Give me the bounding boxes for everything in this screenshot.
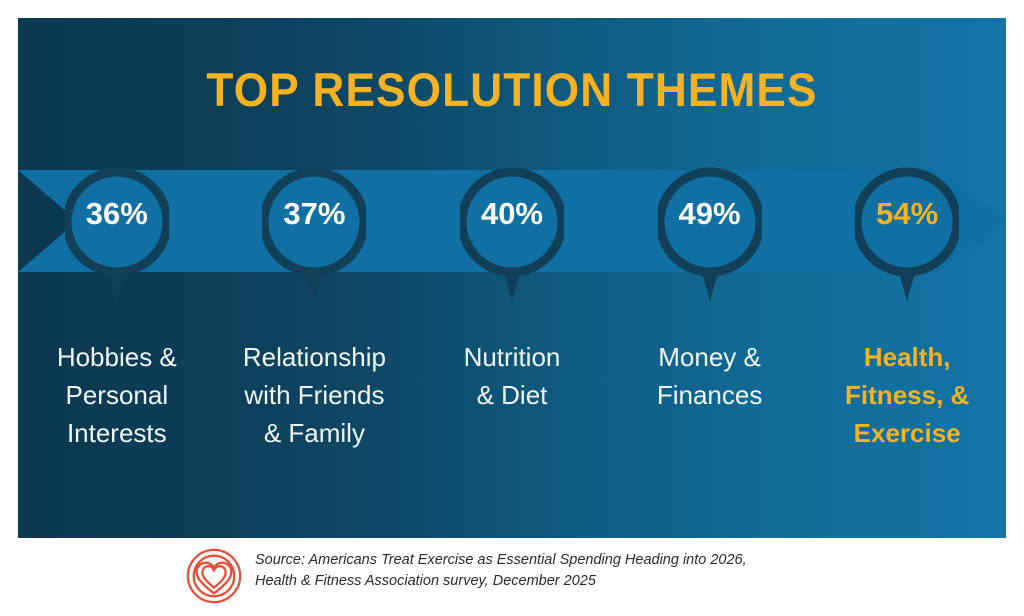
category-label-line: with Friends — [244, 380, 385, 410]
category-label: Hobbies & Personal Interests — [18, 338, 216, 452]
pin-row: 36% 37% 40% 49% 54% — [18, 150, 1006, 310]
category-label: Nutrition & Diet — [413, 338, 611, 452]
category-label-line: Personal — [65, 380, 169, 410]
category-label: Relationship with Friends & Family — [216, 338, 414, 452]
category-label-line: Finances — [656, 380, 763, 410]
category-label-line: Hobbies & — [56, 342, 177, 372]
pin-cell-2: 40% — [413, 150, 611, 310]
pin-cell-4: 54% — [808, 150, 1006, 310]
category-label-line: Fitness, & — [845, 380, 970, 410]
pin-cell-3: 49% — [611, 150, 809, 310]
category-label: Money & Finances — [611, 338, 809, 452]
category-label-line: Health, — [863, 342, 951, 372]
category-label-line: Relationship — [242, 342, 386, 372]
concentric-heart-logo — [185, 547, 243, 605]
category-label-line: Money & — [658, 342, 761, 372]
category-label-line: Exercise — [853, 418, 961, 448]
category-label-line: & Family — [263, 418, 365, 448]
pin-marker-icon: 49% — [657, 160, 762, 308]
pin-marker-icon: 36% — [64, 160, 169, 308]
pin-marker-icon: 54% — [855, 160, 960, 308]
pin-marker-icon: 37% — [262, 160, 367, 308]
pin-cell-0: 36% — [18, 150, 216, 310]
pin-marker-icon: 40% — [459, 160, 564, 308]
label-row: Hobbies & Personal Interests Relationship wi… — [18, 338, 1006, 452]
category-label-line: & Diet — [476, 380, 548, 410]
category-label-line: Nutrition — [463, 342, 561, 372]
category-label-line: Interests — [66, 418, 167, 448]
source-footer: Source: Americans Treat Exercise as Esse… — [18, 546, 1006, 608]
category-label: Health, Fitness, & Exercise — [808, 338, 1006, 452]
source-line-1: Source: Americans Treat Exercise as Esse… — [255, 552, 747, 568]
source-line-2: Health & Fitness Association survey, Dec… — [255, 573, 596, 589]
page-title: TOP RESOLUTION THEMES — [206, 63, 818, 116]
source-citation: Source: Americans Treat Exercise as Esse… — [255, 550, 747, 592]
infographic-panel: TOP RESOLUTION THEMES 36% 37% 40% 49% 54% Ho… — [18, 18, 1006, 538]
pin-cell-1: 37% — [216, 150, 414, 310]
